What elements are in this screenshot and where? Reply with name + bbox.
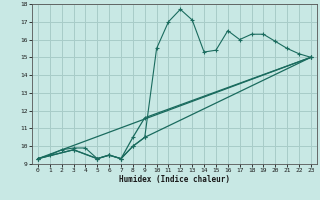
X-axis label: Humidex (Indice chaleur): Humidex (Indice chaleur) — [119, 175, 230, 184]
